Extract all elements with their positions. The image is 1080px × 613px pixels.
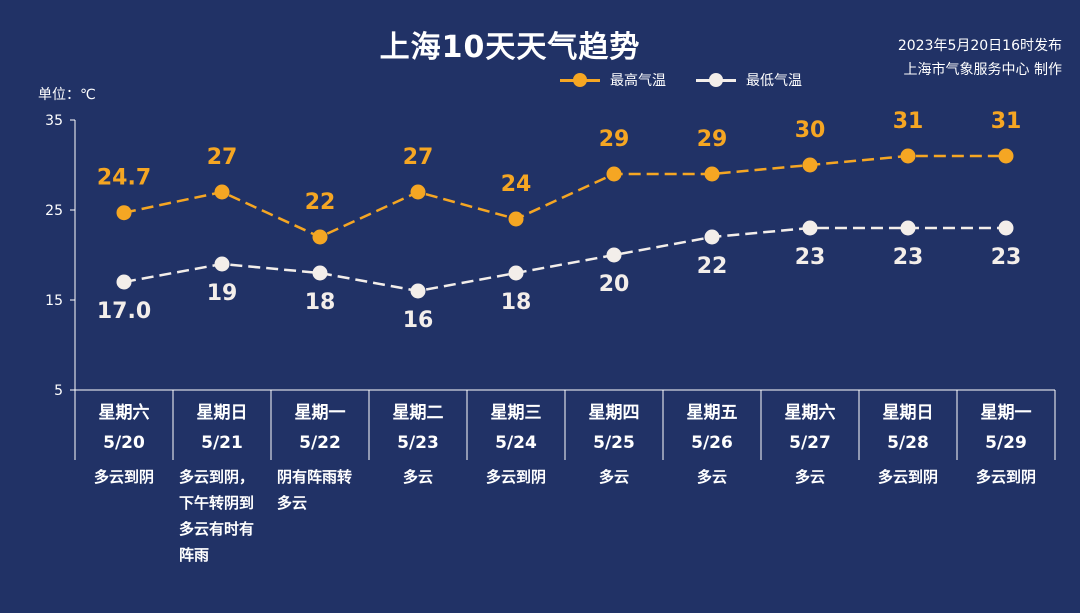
data-label-low: 19 [207,281,238,306]
weather-label: 多云 [402,468,433,486]
data-point-high [900,148,916,164]
weather-label: 多云 [696,468,727,486]
data-label-high: 31 [991,109,1022,134]
weather-label: 多云到阴 [877,468,938,486]
data-point-low [214,256,230,272]
weather-label: 多云到阴 [93,468,154,486]
data-point-low [508,265,524,281]
weekday-label: 星期六 [784,403,836,423]
data-label-high: 30 [795,118,826,143]
day-column: 星期四 5/25 多云 [565,392,663,490]
day-column: 星期三 5/24 多云到阴 [467,392,565,490]
day-column: 星期一 5/22 阴有阵雨转多云 [271,392,369,516]
data-point-high [508,211,524,227]
date-label: 5/24 [495,433,537,453]
data-point-low [900,220,916,236]
weekday-label: 星期二 [392,403,444,423]
release-info: 2023年5月20日16时发布 上海市气象服务中心 制作 [898,34,1062,82]
data-point-high [214,184,230,200]
date-label: 5/25 [593,433,635,453]
date-label: 5/23 [397,433,439,453]
series-line-high [123,154,1006,239]
data-label-low: 23 [991,245,1022,270]
data-label-low: 18 [305,290,336,315]
data-point-high [606,166,622,182]
y-tick-label: 25 [45,203,63,219]
date-label: 5/20 [103,433,145,453]
data-label-high: 27 [403,145,434,170]
legend: 最高气温 最低气温 [560,70,802,90]
legend-item-low: 最低气温 [696,70,802,90]
day-column: 星期二 5/23 多云 [369,392,467,490]
data-label-low: 20 [599,272,630,297]
data-label-high: 29 [599,127,630,152]
unit-label: 单位：℃ [38,87,96,103]
weekday-label: 星期六 [98,403,150,423]
y-tick-label: 15 [45,293,63,309]
data-label-low: 17.0 [97,299,151,324]
data-point-low [410,283,426,299]
series-line-low [123,226,1006,293]
weather-label: 多云 [794,468,825,486]
legend-high-swatch [560,73,600,87]
weather-label: 多云到阴 [975,468,1036,486]
weekday-label: 星期三 [490,403,542,423]
data-point-high [312,229,328,245]
chart-title: 上海10天天气趋势 [379,30,641,65]
data-point-low [802,220,818,236]
data-label-high: 27 [207,145,238,170]
weekday-label: 星期四 [588,403,640,423]
data-point-high [998,148,1014,164]
data-point-low [116,274,132,290]
legend-low-swatch [696,73,736,87]
data-point-high [802,157,818,173]
data-label-high: 31 [893,109,924,134]
date-label: 5/21 [201,433,243,453]
day-column: 星期六 5/27 多云 [761,392,859,490]
day-column: 星期六 5/20 多云到阴 [75,392,173,490]
data-label-high: 22 [305,190,336,215]
legend-item-high: 最高气温 [560,70,666,90]
legend-high-label: 最高气温 [610,73,666,89]
date-label: 5/29 [985,433,1027,453]
y-tick-label: 5 [54,383,63,399]
data-point-low [998,220,1014,236]
data-label-high: 24 [501,172,532,197]
day-column: 星期日 5/28 多云到阴 [859,392,957,490]
date-label: 5/28 [887,433,929,453]
legend-low-label: 最低气温 [746,73,802,89]
data-point-low [312,265,328,281]
data-point-low [606,247,622,263]
release-org: 上海市气象服务中心 制作 [903,62,1062,78]
data-label-high: 29 [697,127,728,152]
weekday-label: 星期一 [980,403,1032,423]
data-label-high: 24.7 [97,166,151,191]
y-tick-label: 35 [45,113,63,129]
weather-label: 多云到阴 [485,468,546,486]
weekday-label: 星期一 [294,403,346,423]
date-label: 5/26 [691,433,733,453]
data-point-high [704,166,720,182]
date-label: 5/27 [789,433,831,453]
date-label: 5/22 [299,433,341,453]
data-point-high [116,205,132,221]
weather-label: 多云到阴，下午转阴到多云有时有阵雨 [179,468,255,564]
weekday-label: 星期五 [686,403,738,423]
day-column: 星期五 5/26 多云 [663,392,761,490]
release-time: 2023年5月20日16时发布 [897,38,1062,54]
day-column: 星期日 5/21 多云到阴，下午转阴到多云有时有阵雨 [173,392,271,568]
weekday-label: 星期日 [882,403,934,423]
weather-label: 阴有阵雨转多云 [277,468,353,512]
weather-label: 多云 [598,468,629,486]
data-label-low: 23 [893,245,924,270]
data-label-low: 18 [501,290,532,315]
data-point-low [704,229,720,245]
weekday-label: 星期日 [196,403,248,423]
data-label-low: 23 [795,245,826,270]
data-label-low: 22 [697,254,728,279]
data-point-high [410,184,426,200]
day-column: 星期一 5/29 多云到阴 [957,392,1055,490]
data-label-low: 16 [403,308,434,333]
